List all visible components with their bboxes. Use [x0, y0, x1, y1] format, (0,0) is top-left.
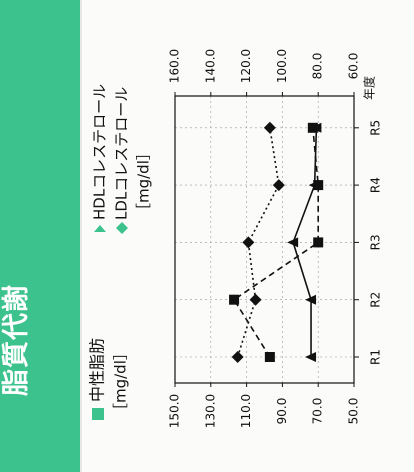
left-axis-tick-label: 110.0 — [239, 394, 253, 428]
right-axis-tick-label: 100.0 — [275, 49, 289, 83]
data-point-triangle — [287, 237, 299, 248]
right-axis-tick-label: 80.0 — [311, 53, 325, 80]
series-line-diamond — [236, 127, 280, 358]
legend-triglyceride-label: 中性脂肪 — [88, 338, 107, 402]
left-axis-tick-label: 70.0 — [311, 398, 325, 425]
legend-hdl-label: HDLコレステロール — [91, 84, 109, 220]
right-axis-tick-label: 140.0 — [203, 49, 217, 83]
category-label: R3 — [369, 234, 383, 250]
category-label: R2 — [369, 292, 383, 308]
data-point-diamond — [231, 351, 244, 363]
left-axis-tick-label: 150.0 — [168, 394, 182, 428]
left-axis-tick-label: 90.0 — [275, 398, 289, 425]
legend-ldl-label: LDLコレステロール — [113, 87, 131, 220]
plot-frame — [174, 95, 355, 384]
square-icon — [92, 408, 104, 420]
left-axis-tick-label: 130.0 — [203, 394, 217, 428]
right-axis-tick-label: 60.0 — [347, 53, 361, 80]
right-axis-tick-label: 120.0 — [239, 49, 253, 83]
category-label: R4 — [369, 177, 383, 193]
axis-layer: 150.0 130.0 110.0 90.0 70.0 50.0 160.0 140.0 120… — [168, 49, 383, 428]
category-axis-label: 年度 — [362, 76, 377, 100]
data-point-square — [229, 294, 240, 305]
panel-divider — [80, 0, 82, 472]
data-point-triangle — [310, 122, 322, 133]
legend-cholesterol-unit: ［mg/dl］ — [135, 145, 153, 218]
series-line-square — [232, 127, 320, 358]
series-layer — [229, 121, 324, 363]
data-point-triangle — [308, 180, 320, 191]
chart-panel — [80, 0, 414, 472]
data-point-triangle — [305, 294, 317, 305]
legend-layer: 中性脂肪 ［mg/dl］HDLコレステロール LDLコレステロール ［mg/dl］ — [88, 84, 153, 420]
grid-layer — [175, 96, 354, 383]
triangle-icon — [94, 225, 106, 232]
category-label: R1 — [369, 349, 383, 365]
data-point-diamond — [249, 293, 262, 306]
left-axis-tick-label: 50.0 — [347, 398, 361, 425]
data-point-square — [264, 352, 275, 362]
data-point-diamond — [272, 179, 285, 192]
right-axis-tick-label: 160.0 — [168, 49, 182, 83]
section-band — [0, 0, 80, 472]
legend-triglyceride-unit: ［mg/dl］ — [112, 345, 130, 418]
data-point-triangle — [305, 352, 317, 362]
data-point-diamond — [242, 236, 255, 249]
data-point-square — [313, 237, 324, 248]
category-label: R5 — [369, 120, 383, 136]
diamond-icon — [116, 222, 128, 234]
data-point-diamond — [263, 121, 276, 134]
